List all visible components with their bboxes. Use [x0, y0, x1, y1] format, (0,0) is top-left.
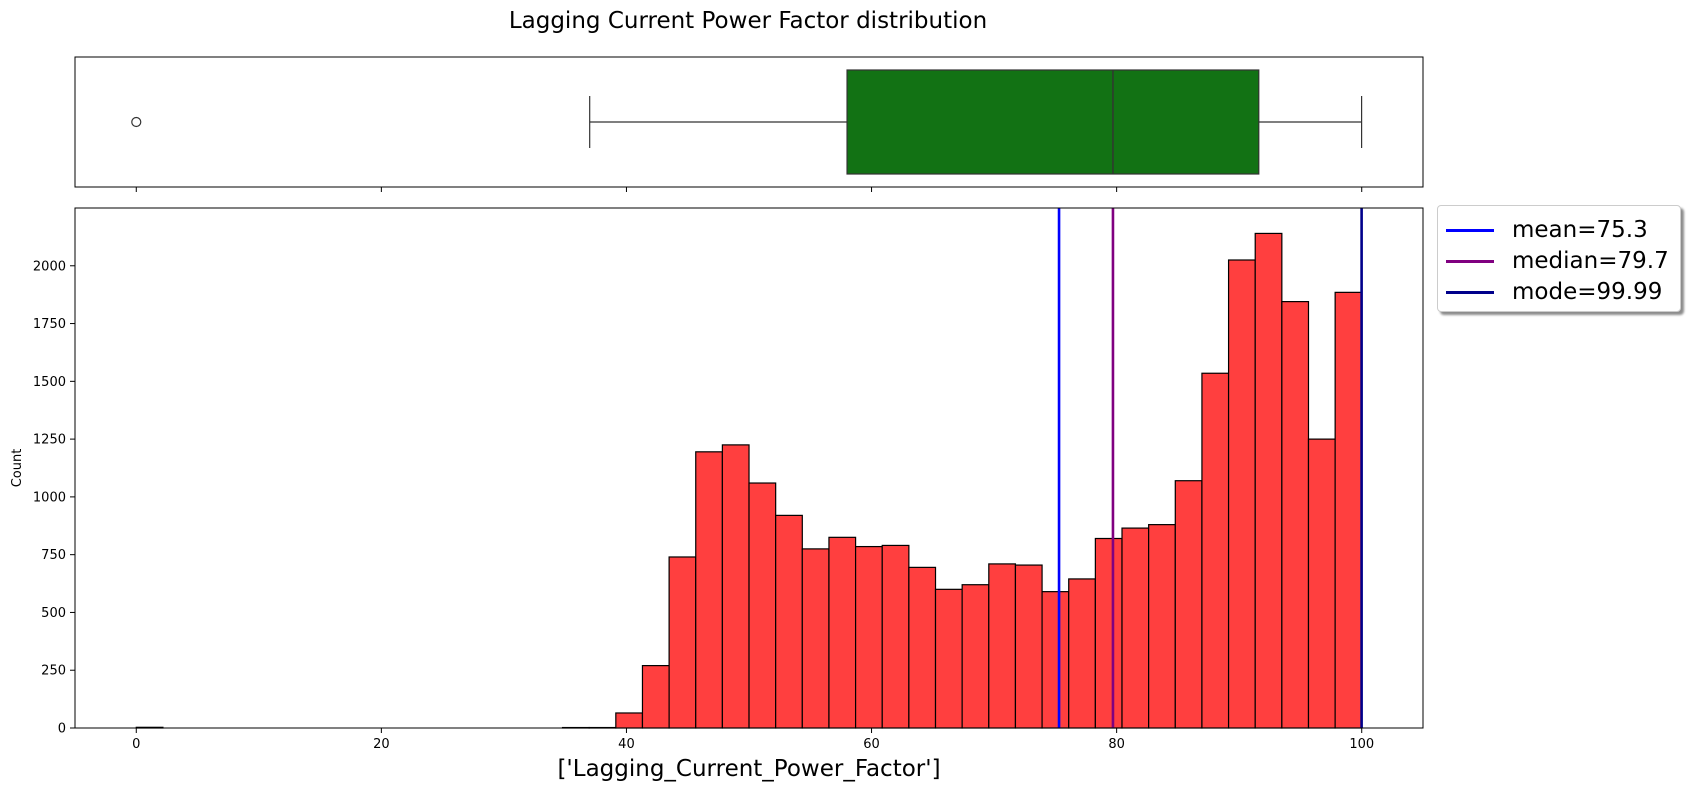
- y-axis-label: Count: [10, 449, 25, 488]
- boxplot-panel: [74, 56, 1424, 192]
- hist-bar-29: [908, 566, 937, 729]
- hist-bar-43: [1281, 301, 1310, 729]
- hist-bar-24: [775, 514, 803, 729]
- legend-label-mean: mean=75.3: [1512, 217, 1648, 243]
- y-tick-label-500: 500: [41, 606, 66, 621]
- x-tick-label-0: 0: [132, 737, 140, 752]
- hist-bar-41: [1227, 259, 1256, 729]
- hist-bar-19: [641, 664, 670, 729]
- hist-bar-39: [1174, 480, 1203, 729]
- y-tick-label-250: 250: [41, 664, 66, 679]
- hist-bar-20: [668, 556, 697, 729]
- hist-bar-26: [828, 536, 857, 729]
- legend-swatch-mean: [1446, 228, 1494, 232]
- hist-bar-25: [801, 548, 830, 729]
- boxplot-frame: [74, 56, 1424, 188]
- hist-bar-38: [1148, 524, 1176, 729]
- histogram-panel: 0 20 40 60 80 100 0 250 500 750 1000 1250 1500 1750 2…: [10, 207, 1424, 782]
- hist-bar-36: [1094, 537, 1123, 729]
- hist-bar-30: [934, 588, 963, 729]
- x-axis-label: ['Lagging_Current_Power_Factor']: [557, 756, 940, 782]
- legend: mean=75.3 median=79.7 mode=99.99: [1437, 205, 1681, 312]
- y-tick-label-0: 0: [58, 722, 66, 737]
- hist-bar-34: [1041, 591, 1070, 729]
- x-tick-label-60: 60: [863, 737, 880, 752]
- legend-item-mode: mode=99.99: [1446, 277, 1662, 307]
- legend-swatch-mode: [1446, 290, 1494, 294]
- y-tick-label-750: 750: [41, 548, 66, 563]
- x-tick-label-80: 80: [1108, 737, 1125, 752]
- hist-bar-37: [1121, 527, 1150, 729]
- hist-bar-28: [881, 544, 910, 729]
- legend-label-mode: mode=99.99: [1512, 279, 1663, 305]
- hist-bar-21: [695, 451, 723, 729]
- legend-item-mean: mean=75.3: [1446, 215, 1648, 245]
- x-tick-label-20: 20: [373, 737, 390, 752]
- box-outlier-0: [131, 116, 142, 128]
- histogram-frame: [74, 207, 1424, 729]
- y-tick-label-2000: 2000: [33, 259, 66, 274]
- y-tick-label-1250: 1250: [33, 433, 66, 448]
- legend-item-median: median=79.7: [1446, 246, 1669, 276]
- hist-bar-22: [721, 444, 750, 729]
- hist-bar-42: [1254, 232, 1283, 729]
- hist-bar-33: [1014, 564, 1043, 729]
- legend-label-median: median=79.7: [1512, 248, 1669, 274]
- hist-bar-35: [1068, 578, 1096, 729]
- hist-bar-18: [615, 712, 644, 729]
- hist-bar-23: [748, 482, 777, 729]
- hist-bar-27: [854, 545, 883, 729]
- hist-bar-44: [1307, 438, 1336, 729]
- y-tick-label-1500: 1500: [33, 375, 66, 390]
- hist-bar-32: [988, 563, 1017, 729]
- y-tick-label-1750: 1750: [33, 317, 66, 332]
- hist-bar-40: [1201, 372, 1230, 729]
- hist-bar-45: [1334, 291, 1363, 729]
- hist-bar-31: [961, 584, 990, 729]
- chart-title: Lagging Current Power Factor distributio…: [509, 8, 987, 34]
- x-tick-label-40: 40: [618, 737, 635, 752]
- y-tick-label-1000: 1000: [33, 490, 66, 505]
- x-tick-label-100: 100: [1349, 737, 1374, 752]
- legend-swatch-median: [1446, 259, 1494, 263]
- box-iqr: [846, 69, 1260, 175]
